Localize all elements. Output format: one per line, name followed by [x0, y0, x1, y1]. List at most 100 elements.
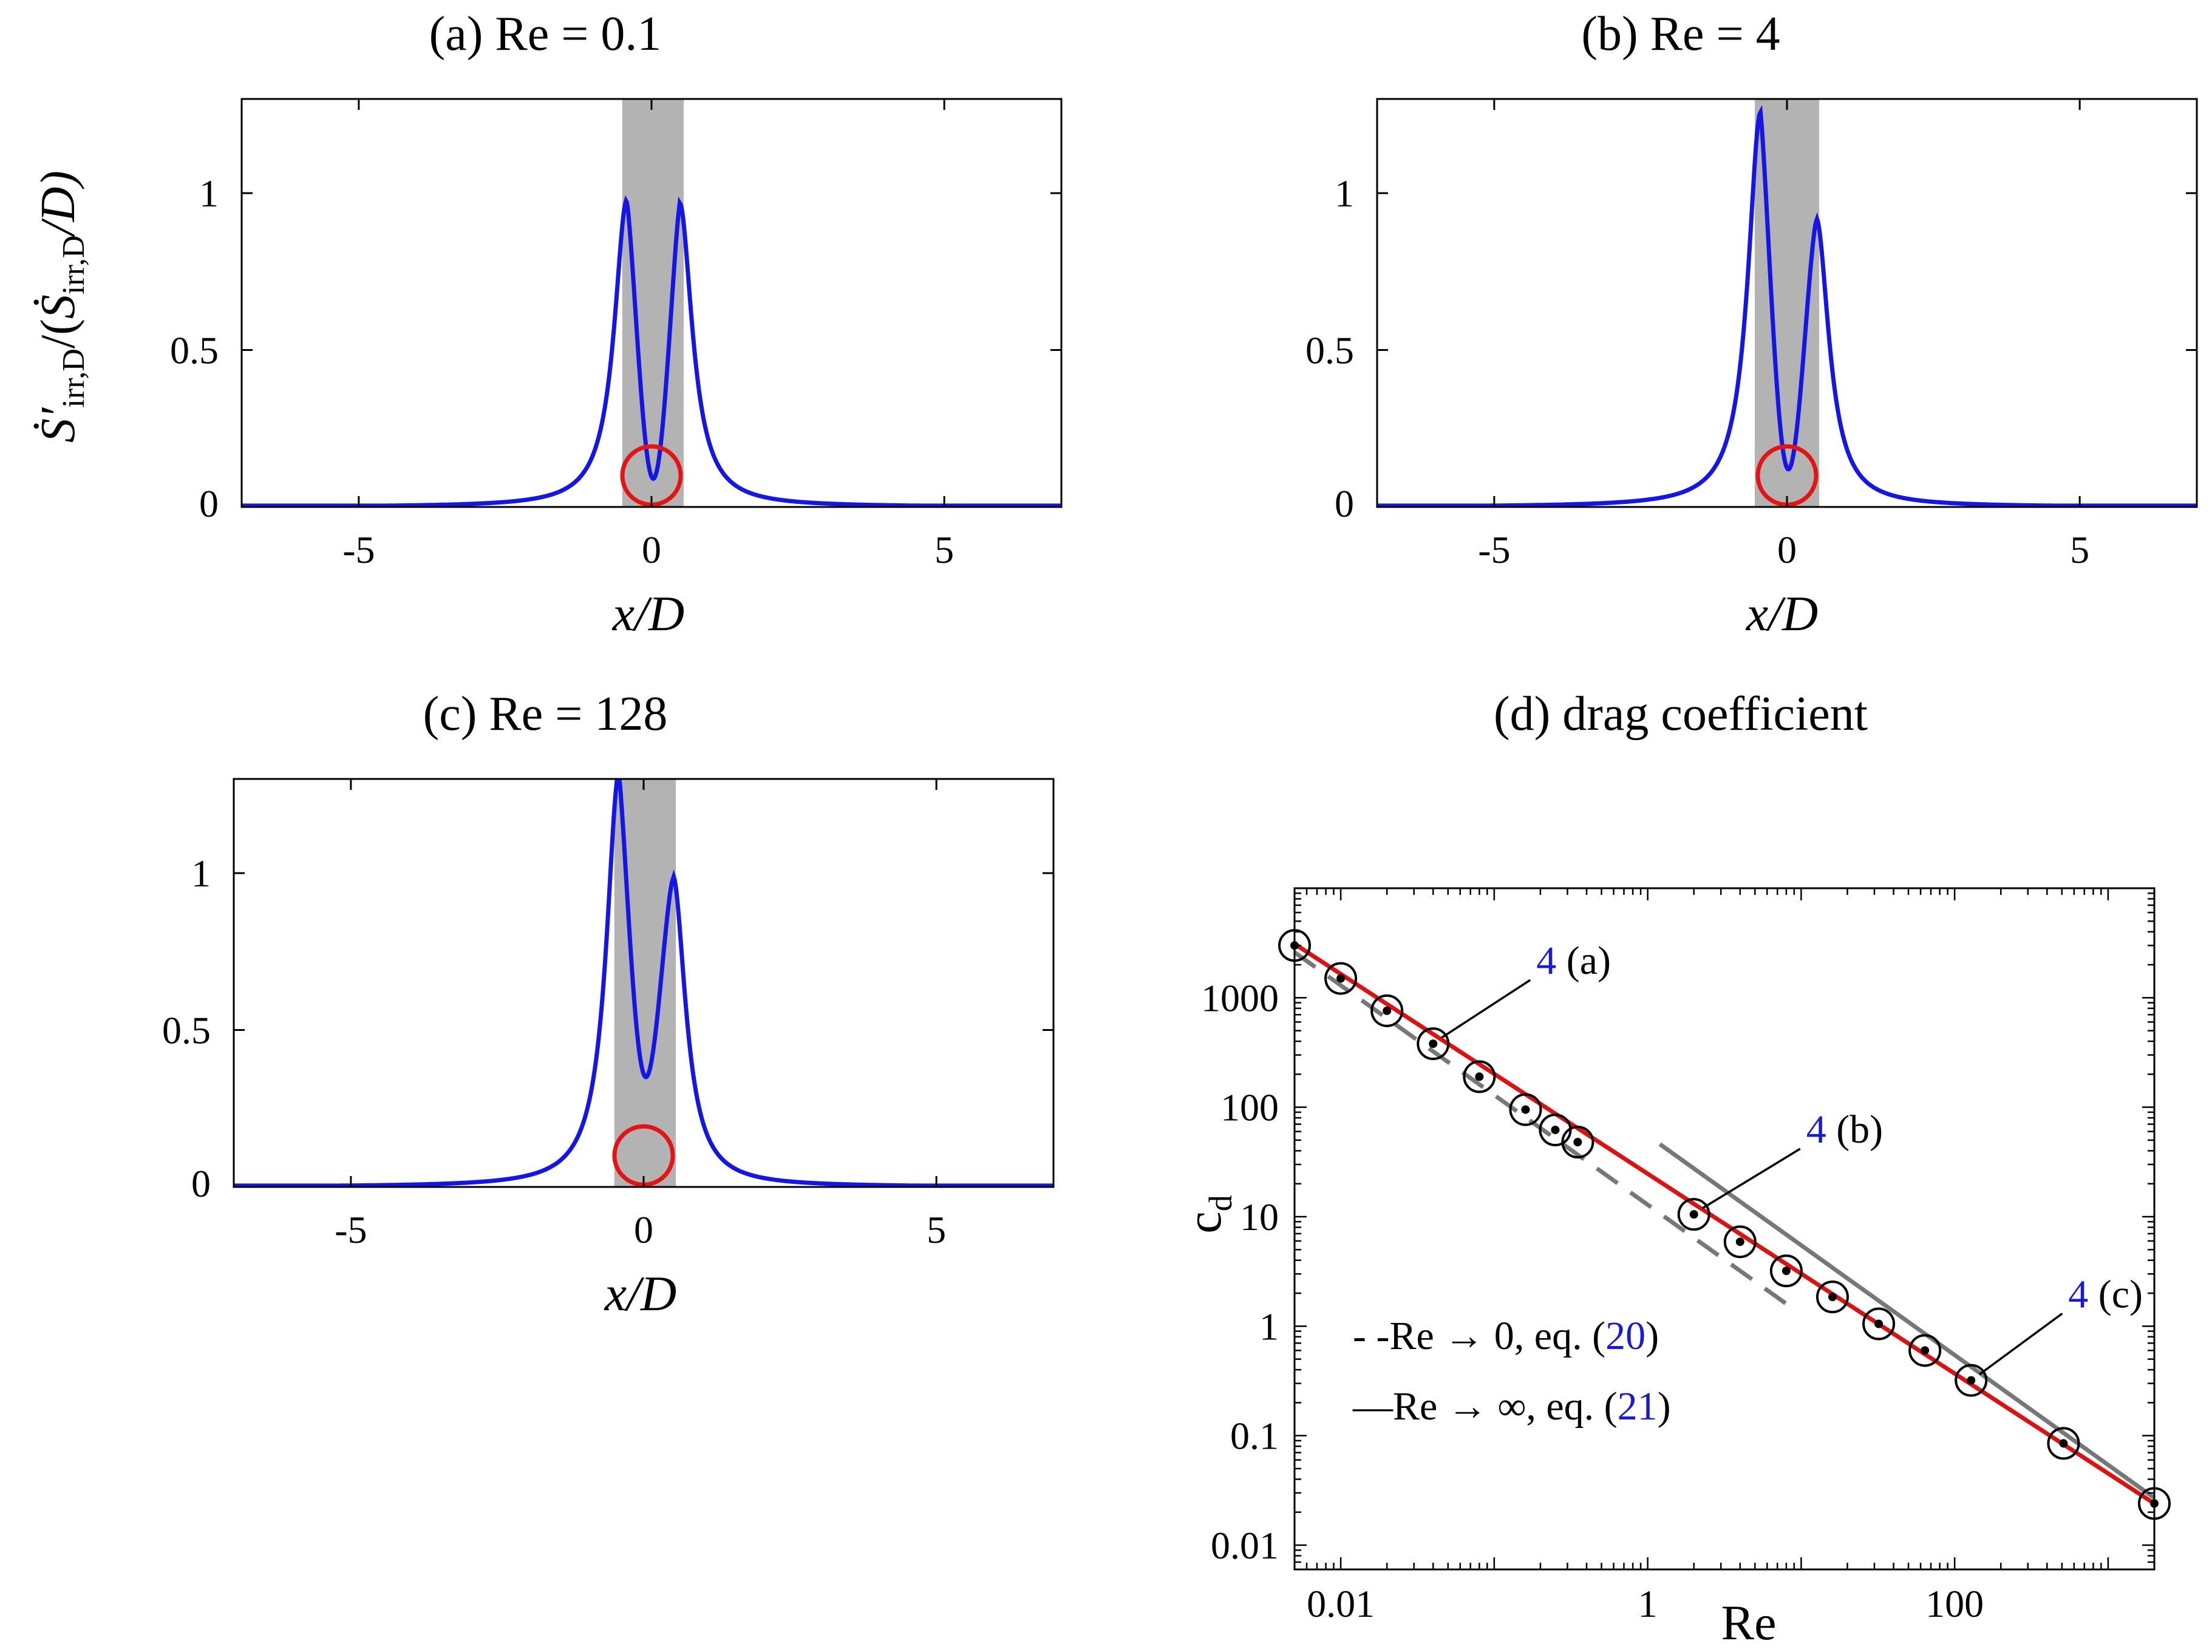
panel-d-data-point	[1429, 1039, 1438, 1049]
panel-d-fit-line	[1293, 942, 2156, 1506]
panel-d-data-marker	[1463, 1060, 1496, 1093]
panel-b-ytick-label: 0.5	[1305, 329, 1354, 372]
panel-d-data-marker	[1561, 1126, 1594, 1159]
panel-d-annotation-leader	[1701, 1147, 1801, 1209]
legend-item-1-marker: —	[1352, 1384, 1394, 1429]
panel-d-annotation-number: 4	[2068, 1273, 2088, 1317]
panel-d-data-marker	[1324, 962, 1358, 995]
panel-d-data-point	[1689, 1210, 1698, 1219]
panel-d-data-point	[1967, 1376, 1976, 1385]
legend-item-0-marker: - -	[1353, 1314, 1389, 1358]
panel-d-axes-frame	[1293, 887, 2156, 1571]
panel-d-annotation-label: 4 (b)	[1806, 1107, 1883, 1152]
panel-d-data-point	[1828, 1293, 1837, 1302]
panel-d-plot: 4 (a) 4 (b) 4 (c) 0.01 1 100 0.01 0.1 1 10 100 1000	[1201, 887, 2171, 1625]
ylabel-numerator: Ṡ′	[32, 407, 85, 443]
panel-d-data-point	[2059, 1439, 2068, 1448]
panel-d-annotation-leader	[1441, 979, 1531, 1039]
panel-d-xlabel: Re	[1721, 1595, 1776, 1650]
panel-d-xtick-label: 100	[1925, 1582, 1984, 1625]
panel-c-series-line	[234, 779, 1053, 1187]
legend-item-0-ref: 20	[1605, 1314, 1645, 1358]
panel-a-plot: -5 0 5 0 0.5 1	[170, 98, 1063, 571]
panel-d-ytick-label: 1000	[1201, 976, 1279, 1019]
panel-d-data-marker	[2047, 1427, 2080, 1460]
panel-d-data-point	[1573, 1138, 1582, 1147]
panel-d-asymptote-high-re	[1658, 1142, 2156, 1500]
panel-c-xtick-label: 5	[927, 1208, 946, 1251]
panel-d-data-marker	[1723, 1225, 1757, 1259]
panel-d-data-point	[1475, 1072, 1484, 1081]
panel-d-data-point	[1735, 1237, 1744, 1246]
panel-a-ytick-label: 1	[199, 172, 219, 215]
panel-d-data-point	[1874, 1319, 1884, 1328]
ylabel-slash: /(	[32, 319, 85, 348]
panel-d-data-marker	[1677, 1198, 1710, 1231]
panel-d-annotation-text: (a)	[1556, 939, 1611, 983]
panel-d-annotation-label: 4 (c)	[2068, 1273, 2143, 1317]
panel-d-annotation-leader	[1979, 1313, 2063, 1375]
svg-text:Ṡ′irr,D/(Ṡirr,D/D): Ṡ′irr,D/(Ṡirr,D/D)	[32, 171, 91, 443]
panel-d-ytick-label: 100	[1220, 1086, 1279, 1129]
panel-d-data-marker	[1908, 1334, 1942, 1367]
ylabel-suffix: /D)	[32, 171, 85, 238]
panel-a-xlabel-text: x/D	[612, 586, 684, 641]
panel-b-ytick-label: 1	[1335, 172, 1354, 215]
panel-a-xtick-label: -5	[342, 528, 375, 571]
panel-d-data-point	[1383, 1006, 1392, 1015]
panel-d-data-point	[1782, 1266, 1791, 1276]
panel-d-data-point	[1921, 1346, 1930, 1355]
panel-a-ylabel: Ṡ′irr,D/(Ṡirr,D/D)	[32, 171, 91, 443]
panel-d-ytick-label: 10	[1240, 1195, 1279, 1239]
panel-d-data-marker	[1509, 1093, 1542, 1126]
legend-item-0: - -Re → 0, eq. (20)	[1353, 1314, 1659, 1358]
svg-text:cd: cd	[1176, 1195, 1239, 1233]
panel-b-plot: -5 0 5 0 0.5 1	[1305, 98, 2198, 571]
panel-a-xtick-label: 0	[642, 528, 661, 571]
panel-d-xtick-label: 1	[1638, 1582, 1658, 1625]
panel-b-xtick-label: 0	[1777, 528, 1797, 571]
panel-c-xtick-label: -5	[335, 1208, 367, 1251]
panel-d-data-marker	[1816, 1280, 1849, 1314]
panel-b-ytick-label: 0	[1335, 482, 1354, 525]
panel-a-title: (a) Re = 0.1	[429, 7, 662, 61]
panel-d-legend: - -Re → 0, eq. (20) —Re → ∞, eq. (21)	[1352, 1314, 1671, 1429]
panel-d-ytick-label: 0.1	[1230, 1415, 1279, 1458]
ylabel-numerator-sub: irr,D	[56, 348, 91, 408]
panel-d-ytick-label: 1	[1259, 1305, 1279, 1348]
panel-d-data-marker	[1370, 994, 1404, 1027]
panel-a-ytick-label: 0	[199, 482, 219, 525]
panel-c-xtick-label: 0	[634, 1208, 653, 1251]
panel-a-xlabel: x/D	[612, 586, 684, 641]
panel-d-data-marker	[1955, 1364, 1988, 1397]
panel-c-ytick-label: 0	[191, 1162, 211, 1205]
legend-item-1-label: Re → ∞, eq. (	[1393, 1384, 1618, 1429]
panel-d-annotation-label: 4 (a)	[1536, 939, 1611, 983]
panel-b-xtick-label: 5	[2070, 528, 2089, 571]
panel-b-series-line	[1377, 104, 2197, 507]
panel-d-data-marker	[1417, 1027, 1450, 1061]
panel-a-series-line	[242, 195, 1061, 507]
panel-d-ylabel: cd	[1176, 1195, 1239, 1233]
panel-d-data-marker	[1862, 1307, 1896, 1341]
panel-d-data-point	[1521, 1105, 1530, 1114]
panel-d-xtick-label: 0.01	[1307, 1582, 1375, 1625]
legend-item-1-ref: 21	[1618, 1384, 1658, 1429]
legend-item-1: —Re → ∞, eq. (21)	[1352, 1384, 1671, 1429]
panel-d-ylabel-main: c	[1176, 1211, 1231, 1233]
panel-c-ytick-label: 0.5	[162, 1009, 211, 1052]
panel-d-data-marker	[1769, 1254, 1803, 1288]
panel-d-annotation-number: 4	[1536, 939, 1556, 983]
panel-c-xlabel: x/D	[604, 1266, 676, 1321]
panel-d-ylabel-sub: d	[1202, 1195, 1239, 1211]
panel-c-ytick-label: 1	[191, 852, 211, 895]
panel-b-xtick-label: -5	[1478, 528, 1510, 571]
legend-item-1-close: )	[1658, 1384, 1671, 1429]
legend-item-0-label: Re → 0, eq. (	[1389, 1314, 1605, 1358]
panel-d-title: (d) drag coefficient	[1494, 687, 1868, 741]
panel-c-title: (c) Re = 128	[423, 687, 668, 741]
panel-d-ytick-label: 0.01	[1211, 1524, 1279, 1567]
panel-d-annotation-text: (c)	[2088, 1273, 2143, 1317]
panel-d-data-point	[1336, 974, 1346, 983]
